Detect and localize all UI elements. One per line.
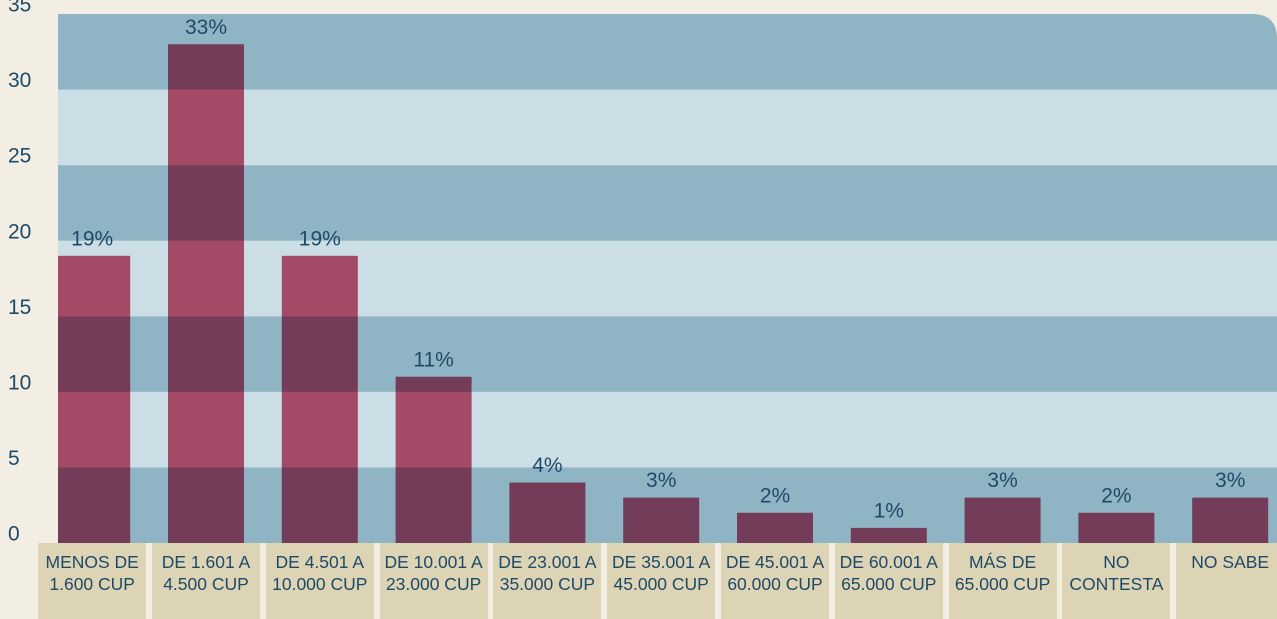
value-label: 19%	[299, 227, 341, 250]
bar	[964, 497, 1041, 543]
grid-band	[58, 316, 1277, 392]
bar	[168, 44, 244, 543]
y-tick-label: 15	[8, 296, 31, 319]
bar	[58, 255, 131, 543]
grid-band	[58, 14, 1277, 90]
x-tick-label: MÁS DE 65.000 CUP	[948, 543, 1057, 619]
bar	[1078, 512, 1155, 543]
x-tick-label: NO SABE	[1176, 543, 1277, 619]
bar	[509, 482, 586, 543]
bar	[395, 376, 472, 543]
x-tick-label: DE 4.501 A 10.000 CUP	[265, 543, 374, 619]
x-tick-label: MENOS DE 1.600 CUP	[38, 543, 147, 619]
grid-band	[58, 89, 1277, 166]
value-label: 3%	[646, 469, 676, 492]
value-label: 3%	[1215, 469, 1245, 492]
x-tick-label: DE 45.001 A 60.000 CUP	[721, 543, 829, 619]
x-tick-label: DE 1.601 A 4.500 CUP	[152, 543, 260, 619]
value-label: 3%	[987, 469, 1017, 492]
value-label: 19%	[71, 227, 113, 250]
y-tick-label: 0	[8, 523, 20, 546]
x-tick-label: DE 35.001 A 45.000 CUP	[607, 543, 716, 619]
bar	[737, 512, 813, 543]
x-tick-label: DE 10.001 A 23.000 CUP	[379, 543, 488, 619]
value-label: 2%	[1101, 484, 1131, 507]
y-tick-label: 25	[8, 145, 31, 168]
y-tick-label: 20	[8, 220, 31, 243]
value-label: 33%	[185, 16, 227, 39]
y-tick-label: 35	[8, 0, 31, 17]
y-tick-label: 10	[8, 371, 31, 394]
grid-band	[58, 240, 1277, 317]
y-tick-label: 30	[8, 69, 31, 92]
value-label: 4%	[532, 454, 562, 477]
x-tick-label: NO CONTESTA	[1062, 543, 1171, 619]
grid-band	[58, 165, 1277, 241]
x-tick-label: DE 23.001 A 35.000 CUP	[493, 543, 602, 619]
bar	[1192, 497, 1269, 543]
value-label: 2%	[760, 484, 790, 507]
bar	[850, 527, 927, 543]
value-label: 1%	[874, 499, 904, 522]
x-tick-label: DE 60.001 A 65.000 CUP	[834, 543, 943, 619]
bar	[281, 255, 358, 543]
grid-band	[58, 391, 1277, 468]
bar	[623, 497, 700, 543]
y-tick-label: 5	[8, 447, 20, 470]
value-label: 11%	[413, 348, 453, 371]
